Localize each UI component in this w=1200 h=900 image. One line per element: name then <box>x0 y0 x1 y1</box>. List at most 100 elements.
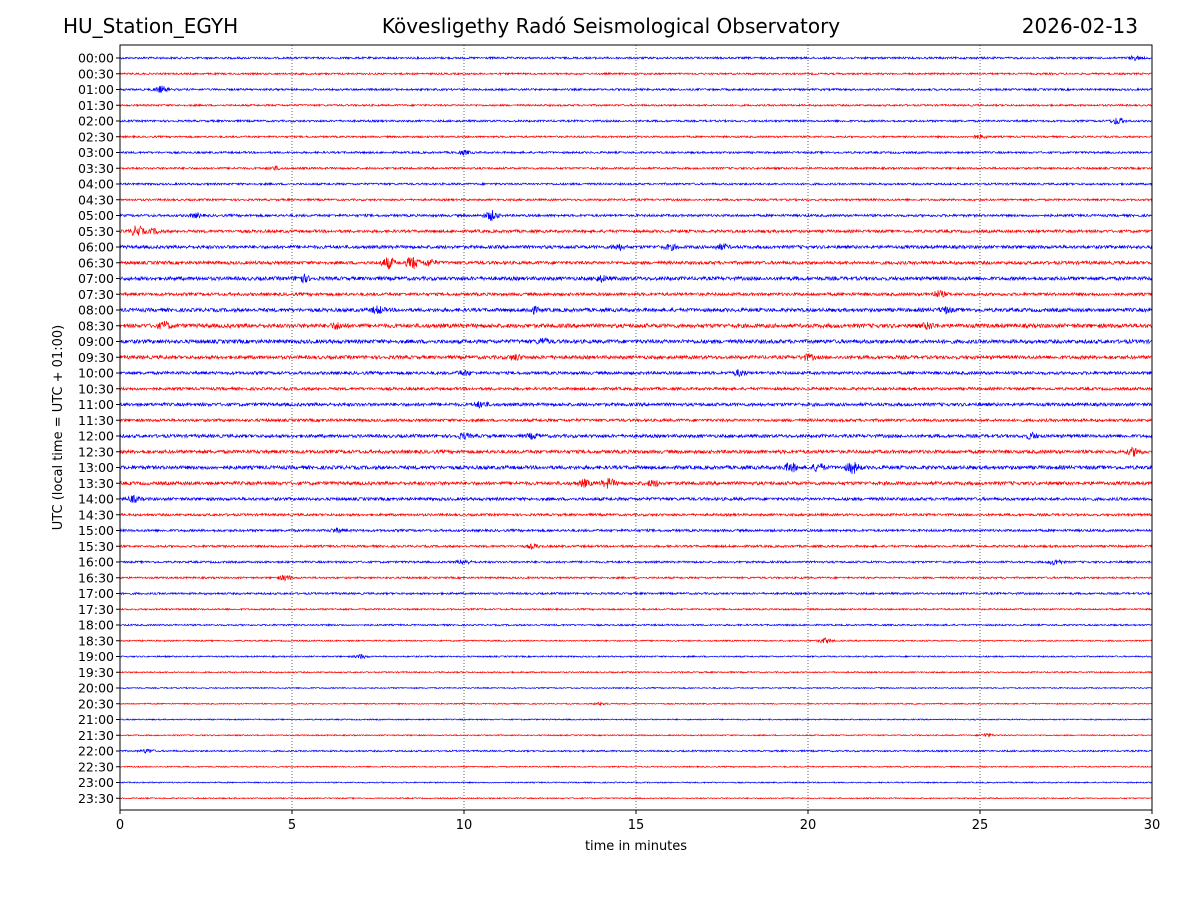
y-tick-label: 20:00 <box>78 681 114 696</box>
y-tick-label: 10:30 <box>78 381 114 396</box>
trace-line <box>119 574 1153 582</box>
y-tick-label: 00:00 <box>78 51 114 66</box>
x-tick-label: 20 <box>800 818 817 833</box>
trace-line <box>119 71 1153 76</box>
trace-line <box>119 781 1153 784</box>
y-tick-label: 20:30 <box>78 696 114 711</box>
trace-line <box>119 446 1153 457</box>
trace-line <box>119 718 1153 721</box>
y-tick-label: 08:00 <box>78 303 114 318</box>
y-tick-label: 12:00 <box>78 429 114 444</box>
y-tick-label: 06:30 <box>78 255 114 270</box>
trace-line <box>119 732 1153 738</box>
grid-lines <box>291 45 981 810</box>
trace-line <box>119 55 1153 62</box>
trace-line <box>119 103 1153 108</box>
y-tick-label: 17:00 <box>78 586 114 601</box>
y-tick-label: 00:30 <box>78 66 114 81</box>
trace-line <box>119 591 1153 596</box>
trace-line <box>119 461 1153 475</box>
trace-line <box>119 134 1153 140</box>
trace-line <box>119 796 1153 800</box>
y-tick-label: 13:00 <box>78 460 114 475</box>
trace-line <box>119 256 1153 270</box>
trace-line <box>119 181 1153 187</box>
trace-line <box>119 290 1153 298</box>
trace-line <box>119 369 1153 378</box>
y-tick-label: 02:30 <box>78 129 114 144</box>
y-tick-label: 01:00 <box>78 82 114 97</box>
trace-line <box>119 243 1153 252</box>
x-tick-label: 0 <box>116 818 124 833</box>
y-tick-label: 13:30 <box>78 476 114 491</box>
y-tick-label: 15:30 <box>78 539 114 554</box>
y-tick-label: 18:00 <box>78 618 114 633</box>
x-tick-label: 10 <box>456 818 473 833</box>
trace-line <box>119 305 1153 316</box>
trace-line <box>119 512 1153 518</box>
y-axis-label: UTC (local time = UTC + 01:00) <box>51 325 66 530</box>
y-tick-label: 05:30 <box>78 224 114 239</box>
trace-line <box>119 197 1153 203</box>
y-tick-label: 03:30 <box>78 161 114 176</box>
y-tick-label: 23:30 <box>78 791 114 806</box>
trace-line <box>119 558 1153 567</box>
trace-line <box>119 494 1153 503</box>
trace-line <box>119 653 1153 660</box>
y-tick-label: 16:30 <box>78 570 114 585</box>
y-tick-label: 15:00 <box>78 523 114 538</box>
trace-line <box>119 386 1153 392</box>
x-tick-label: 30 <box>1144 818 1161 833</box>
y-tick-label: 01:30 <box>78 98 114 113</box>
y-tick-label: 18:30 <box>78 633 114 648</box>
y-tick-label: 09:00 <box>78 334 114 349</box>
y-tick-label: 21:30 <box>78 728 114 743</box>
trace-line <box>119 765 1153 769</box>
trace-line <box>119 400 1153 409</box>
trace-line <box>119 748 1153 755</box>
trace-line <box>119 527 1153 534</box>
trace-line <box>119 85 1153 93</box>
trace-line <box>119 670 1153 674</box>
trace-line <box>119 637 1153 644</box>
y-tick-label: 09:30 <box>78 350 114 365</box>
trace-line <box>119 225 1153 236</box>
trace-line <box>119 686 1153 690</box>
y-tick-label: 12:30 <box>78 444 114 459</box>
chart-date: 2026-02-13 <box>1021 14 1138 38</box>
trace-line <box>119 623 1153 627</box>
y-tick-label: 04:00 <box>78 177 114 192</box>
y-tick-label: 22:00 <box>78 744 114 759</box>
trace-line <box>119 543 1153 551</box>
y-tick-label: 21:00 <box>78 712 114 727</box>
trace-line <box>119 607 1153 612</box>
chart-title: Kövesligethy Radó Seismological Observat… <box>381 14 841 38</box>
trace-line <box>119 209 1153 222</box>
y-tick-label: 08:30 <box>78 318 114 333</box>
y-tick-label: 05:00 <box>78 208 114 223</box>
y-tick-label: 07:00 <box>78 271 114 286</box>
y-tick-label: 06:00 <box>78 240 114 255</box>
y-tick-label: 17:30 <box>78 602 114 617</box>
x-axis-label: time in minutes <box>585 839 687 854</box>
trace-line <box>119 431 1153 441</box>
y-tick-label: 11:00 <box>78 397 114 412</box>
trace-line <box>119 149 1153 157</box>
trace-line <box>119 417 1153 423</box>
seismic-traces <box>119 55 1153 800</box>
trace-line <box>119 337 1153 345</box>
y-tick-label: 22:30 <box>78 759 114 774</box>
y-tick-label: 14:30 <box>78 507 114 522</box>
x-tick-labels: 0 5 10 15 20 25 30 <box>116 810 1160 833</box>
trace-line <box>119 353 1153 362</box>
y-tick-label: 07:30 <box>78 287 114 302</box>
y-tick-label: 11:30 <box>78 413 114 428</box>
y-tick-label: 19:30 <box>78 665 114 680</box>
x-tick-label: 5 <box>288 818 296 833</box>
y-tick-label: 14:00 <box>78 492 114 507</box>
trace-line <box>119 273 1153 284</box>
trace-line <box>119 477 1153 489</box>
y-tick-label: 16:00 <box>78 555 114 570</box>
y-tick-label: 04:30 <box>78 192 114 207</box>
